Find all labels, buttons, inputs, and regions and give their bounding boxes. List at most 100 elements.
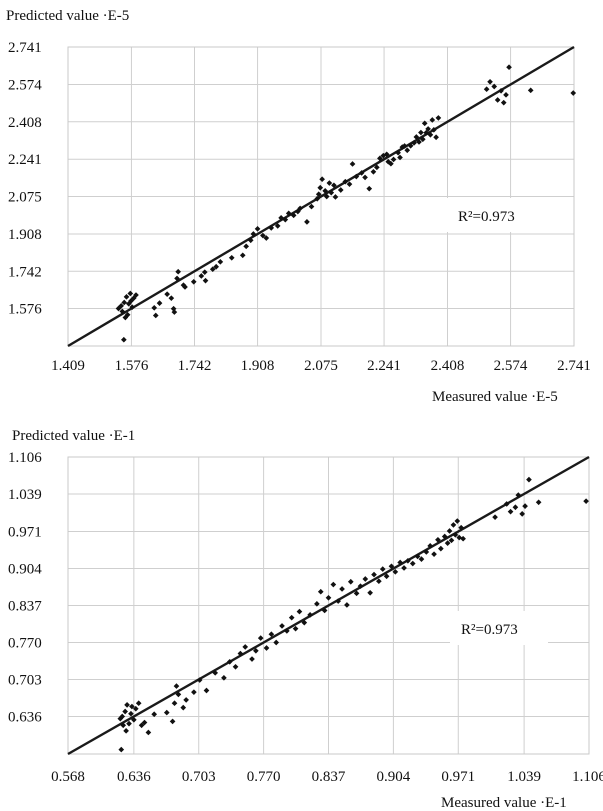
chart-2-data-point [151, 711, 158, 718]
chart-2-data-point [307, 612, 313, 618]
chart-1-data-point [263, 235, 270, 241]
chart-2-data-point [414, 553, 421, 560]
chart-1-data-point [500, 99, 507, 106]
chart-2-plot-area [67, 456, 590, 755]
chart-1-data-point [243, 243, 249, 250]
chart-1-data-point [260, 232, 266, 239]
chart-2-data-point [512, 504, 519, 511]
chart-2-data-point [435, 536, 441, 543]
chart-1-data-point [418, 129, 424, 136]
chart-1-data-point [308, 203, 315, 210]
chart-2-data-point [135, 700, 142, 707]
chart-2-y-tick-label: 0.703 [8, 672, 42, 688]
chart-2-data-point [138, 722, 145, 729]
chart-1-data-point [228, 254, 235, 261]
chart-1-data-point [182, 284, 188, 290]
chart-1-data-point [430, 127, 437, 133]
chart-2-data-point [507, 508, 514, 515]
chart-1-data-point [171, 309, 178, 315]
chart-2-data-point [446, 528, 453, 534]
chart-2-data-point [123, 727, 129, 734]
chart-2-data-point [460, 535, 466, 542]
chart-2-data-point [284, 628, 290, 634]
chart-1-x-tick-label: 2.075 [304, 358, 338, 374]
chart-1-data-point [358, 170, 365, 176]
chart-2-data-point [221, 674, 227, 681]
chart-1-data-point [401, 143, 408, 149]
chart-2-x-tick-label: 1.039 [507, 769, 541, 785]
chart-2-data-point [128, 710, 134, 717]
chart-2-points [117, 476, 589, 753]
chart-2-data-point [458, 524, 464, 531]
chart-1-y-tick-label: 1.576 [8, 302, 42, 318]
chart-2-data-point [212, 670, 219, 676]
chart-2-data-point [353, 590, 360, 597]
chart-1-data-point [328, 189, 335, 196]
chart-2-y-tick-label: 1.039 [8, 487, 42, 503]
chart-1-data-point [407, 142, 414, 149]
chart-2-x-tick-label: 0.837 [312, 769, 346, 785]
chart-2-data-point [376, 578, 382, 585]
chart-2-data-point [401, 565, 407, 571]
chart-1-data-point [217, 258, 224, 265]
chart-2-data-point [357, 583, 364, 590]
chart-1-data-point [374, 164, 380, 171]
chart-2-data-point [438, 545, 444, 552]
chart-1-data-point [174, 275, 180, 282]
chart-2-y-tick-label: 0.636 [8, 709, 42, 725]
chart-2-data-point [347, 578, 354, 585]
chart-2-x-tick-label: 0.703 [182, 769, 216, 785]
chart-1-data-point [124, 311, 131, 318]
chart-2-data-point [292, 625, 299, 632]
chart-1-data-point [331, 182, 337, 189]
chart-1-data-point [250, 231, 257, 237]
chart-1-data-point [297, 205, 303, 212]
chart-1-data-point [198, 273, 205, 279]
chart-2-data-point [141, 719, 148, 726]
chart-1-x-tick-label: 1.576 [115, 358, 149, 374]
chart-1-data-point [421, 120, 428, 127]
chart-2-data-point [454, 518, 461, 524]
chart-1-data-point [156, 300, 163, 306]
chart-1-data-point [133, 292, 139, 298]
chart-1-data-point [190, 278, 197, 285]
chart-1-data-point [282, 216, 289, 223]
chart-2-data-point [296, 608, 303, 615]
chart-1-data-point [390, 156, 397, 163]
chart-2-data-point [526, 476, 532, 483]
chart-2-data-point [392, 568, 399, 575]
chart-1-x-axis-title: Measured value ·E-5 [432, 389, 558, 405]
chart-2-data-point [126, 720, 132, 727]
chart-1-data-point [570, 90, 577, 96]
chart-2-data-point [119, 713, 126, 720]
chart-2-data-point [273, 639, 280, 646]
chart-2-data-point [263, 645, 270, 651]
chart-2-data-point [388, 563, 395, 570]
chart-1-data-point [433, 134, 439, 141]
chart-1-data-point [123, 294, 130, 300]
chart-1-plot-area [67, 46, 575, 347]
chart-1-data-point [498, 87, 504, 94]
chart-1-data-point [213, 263, 219, 270]
chart-2-data-point [325, 594, 332, 601]
chart-1-data-point [411, 140, 417, 146]
chart-1-data-point [164, 291, 170, 297]
chart-2-data-point [515, 492, 522, 498]
chart-1-data-point [362, 174, 368, 181]
chart-2-data-point [452, 532, 459, 538]
chart-2-x-tick-label: 0.636 [117, 769, 151, 785]
chart-2-data-point [330, 581, 337, 588]
chart-2-data-point [191, 689, 197, 695]
chart-2-data-point [169, 718, 176, 725]
chart-2-data-point [173, 683, 180, 689]
chart-2-data-point [249, 656, 255, 662]
chart-2-data-point [183, 697, 189, 703]
chart-1-data-point [121, 299, 128, 306]
chart-1-x-tick-label: 2.741 [557, 358, 591, 374]
chart-2-data-point [409, 560, 416, 567]
chart-2-data-point [383, 573, 390, 580]
chart-1-data-point [346, 181, 353, 187]
chart-2-data-point [339, 586, 345, 592]
chart-1-data-point [491, 83, 498, 90]
